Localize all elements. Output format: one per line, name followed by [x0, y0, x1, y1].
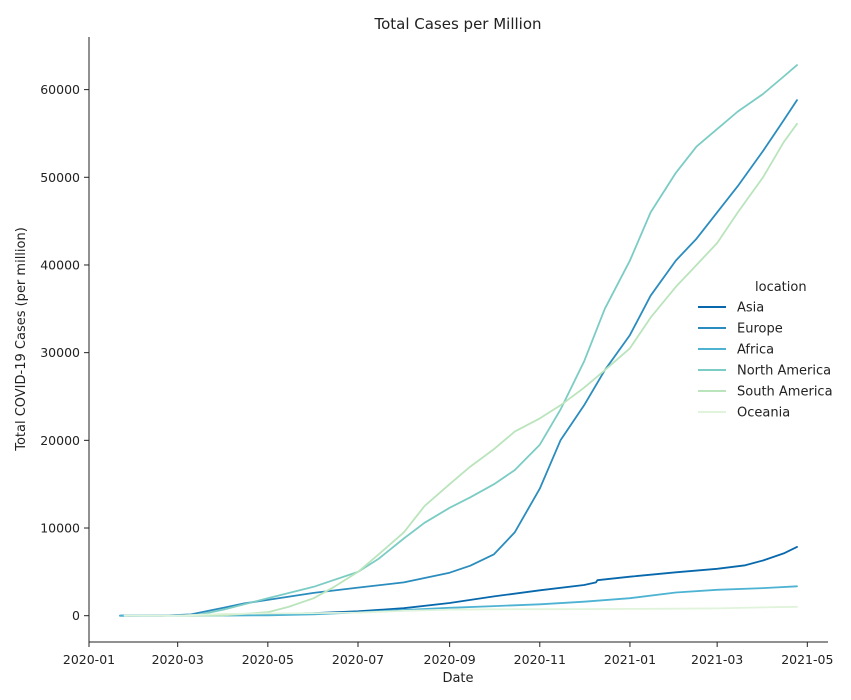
y-tick-label: 10000	[40, 521, 80, 536]
y-tick-label: 0	[72, 608, 80, 623]
series-line-africa	[119, 585, 798, 617]
x-tick-label: 2020-09	[424, 652, 476, 667]
x-axis-ticks: 2020-01 2020-03 2020-05 2020-07 2020-09 2020-…	[63, 642, 833, 667]
y-axis-title: Total COVID-19 Cases (per million)	[14, 227, 29, 452]
x-tick-label: 2020-07	[332, 652, 384, 667]
y-tick-label: 60000	[40, 82, 80, 97]
series-line-north-america	[176, 64, 798, 617]
legend-label-south-america: South America	[737, 385, 833, 400]
x-tick-label: 2020-11	[514, 652, 566, 667]
x-axis-title: Date	[442, 671, 473, 686]
legend-label-europe: Europe	[737, 322, 783, 337]
legend-label-asia: Asia	[737, 301, 764, 316]
x-tick-label: 2021-01	[604, 652, 656, 667]
series-line-asia	[119, 546, 798, 617]
x-tick-label: 2020-05	[242, 652, 294, 667]
legend: location Asia Europe Africa North America So…	[698, 280, 833, 421]
x-tick-label: 2020-03	[152, 652, 204, 667]
x-tick-label: 2020-01	[63, 652, 115, 667]
y-tick-label: 40000	[40, 257, 80, 272]
series-line-europe	[122, 99, 798, 617]
series-line-oceania	[123, 605, 798, 617]
series-line-south-america	[176, 122, 798, 617]
legend-label-africa: Africa	[737, 343, 774, 358]
legend-label-oceania: Oceania	[737, 406, 790, 421]
legend-label-north-america: North America	[737, 364, 831, 379]
y-axis-ticks: 0 10000 20000 30000 40000 50000 60000	[40, 82, 89, 623]
series-lines	[119, 64, 798, 617]
y-tick-label: 50000	[40, 170, 80, 185]
x-tick-label: 2021-03	[691, 652, 743, 667]
legend-title: location	[755, 280, 807, 295]
x-tick-label: 2021-05	[781, 652, 833, 667]
chart-title: Total Cases per Million	[373, 15, 541, 33]
y-tick-label: 30000	[40, 345, 80, 360]
y-tick-label: 20000	[40, 433, 80, 448]
